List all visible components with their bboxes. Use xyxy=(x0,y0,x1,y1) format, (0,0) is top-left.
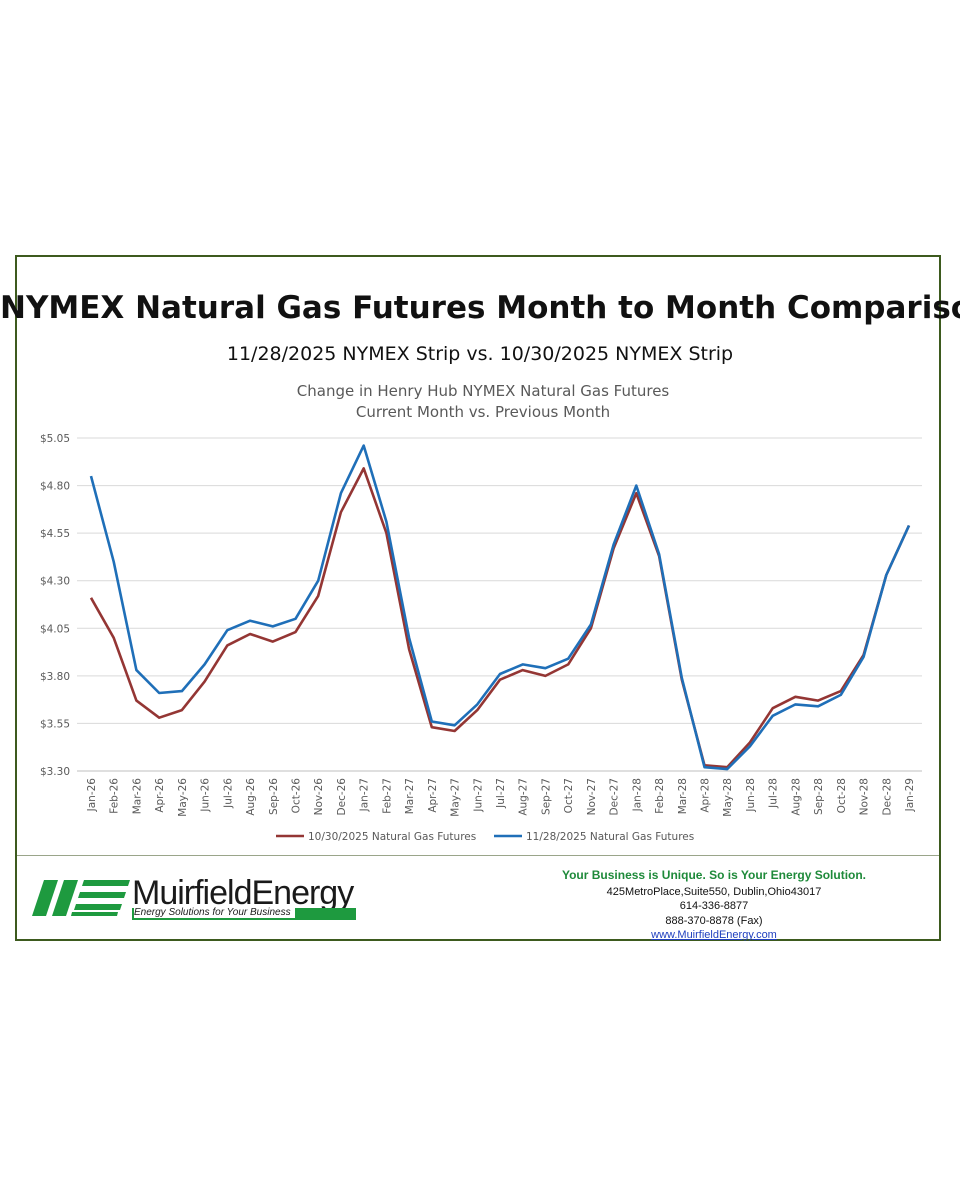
x-tick-label: May-28 xyxy=(722,778,734,817)
page-subtitle: 11/28/2025 NYMEX Strip vs. 10/30/2025 NY… xyxy=(226,343,734,365)
y-tick-label: $4.05 xyxy=(40,623,70,635)
x-tick-label: Jan-26 xyxy=(86,778,98,813)
y-tick-label: $3.80 xyxy=(40,671,70,683)
x-tick-label: Jun-26 xyxy=(200,778,212,813)
legend-label: 11/28/2025 Natural Gas Futures xyxy=(526,831,694,843)
x-tick-label: Aug-27 xyxy=(518,778,530,816)
logo-mark-icon xyxy=(32,880,130,916)
x-tick-label: Mar-28 xyxy=(677,778,689,814)
x-tick-label: Jul-27 xyxy=(495,778,507,809)
fax: 888-370-8878 (Fax) xyxy=(665,914,763,927)
x-tick-label: May-27 xyxy=(450,778,462,817)
x-tick-label: Feb-27 xyxy=(381,778,393,814)
x-tick-label: Jan-29 xyxy=(904,778,916,812)
y-tick-label: $3.30 xyxy=(40,766,70,778)
slogan: Your Business is Unique. So is Your Ener… xyxy=(561,868,867,882)
y-tick-label: $5.05 xyxy=(40,433,70,445)
contact-block: Your Business is Unique. So is Your Ener… xyxy=(560,868,868,943)
x-tick-label: Dec-27 xyxy=(609,778,621,815)
x-tick-label: Sep-26 xyxy=(268,778,280,815)
footer-divider xyxy=(17,855,939,856)
y-tick-label: $4.30 xyxy=(40,576,70,588)
legend-label: 10/30/2025 Natural Gas Futures xyxy=(308,831,476,843)
chart-title-block: Change in Henry Hub NYMEX Natural Gas Fu… xyxy=(0,381,960,423)
x-tick-label: Jun-28 xyxy=(745,778,757,813)
x-tick-label: Jul-28 xyxy=(768,778,780,809)
y-tick-label: $3.55 xyxy=(40,718,70,730)
logo-tagline-bar: Energy Solutions for Your Business xyxy=(132,907,356,920)
y-tick-label: $4.80 xyxy=(40,481,70,493)
x-tick-label: Aug-26 xyxy=(245,778,257,816)
address: 425MetroPlace,Suite550, Dublin,Ohio43017 xyxy=(606,885,822,898)
page-title: NYMEX Natural Gas Futures Month to Month… xyxy=(0,290,960,326)
x-tick-label: Oct-26 xyxy=(291,778,303,814)
x-tick-label: Sep-28 xyxy=(813,778,825,815)
x-tick-label: Mar-26 xyxy=(131,778,143,815)
x-tick-label: Feb-28 xyxy=(654,778,666,814)
x-tick-label: Jun-27 xyxy=(472,778,484,813)
chart-subtitle: Current Month vs. Previous Month xyxy=(355,403,611,421)
logo-name: MuirfieldEnergy xyxy=(132,874,354,912)
phone: 614-336-8877 xyxy=(679,900,749,912)
series-line-nov xyxy=(89,444,911,771)
series-line-oct xyxy=(89,467,911,769)
x-tick-label: Jan-28 xyxy=(631,778,643,812)
company-logo: MuirfieldEnergy Energy Solutions for You… xyxy=(32,874,372,922)
x-tick-label: Apr-28 xyxy=(700,778,712,813)
report-frame xyxy=(15,255,941,941)
x-tick-label: Oct-28 xyxy=(836,778,848,813)
x-tick-label: Apr-26 xyxy=(154,778,166,813)
line-chart: $5.05 $4.80 $4.55 $4.30 $4.05 $3.80 $3.55 $3.30… xyxy=(40,433,922,843)
x-tick-label: Nov-27 xyxy=(586,778,598,815)
website-link[interactable]: www.MuirfieldEnergy.com xyxy=(651,929,777,941)
x-tick-label: Nov-28 xyxy=(859,778,871,815)
x-tick-label: Jan-27 xyxy=(359,778,371,812)
x-tick-label: Mar-27 xyxy=(404,778,416,814)
x-tick-label: Feb-26 xyxy=(109,778,121,814)
x-tick-label: Dec-26 xyxy=(336,778,348,816)
x-tick-label: Nov-26 xyxy=(313,778,325,816)
x-tick-label: Dec-28 xyxy=(881,778,893,815)
x-tick-label: Aug-28 xyxy=(790,778,802,816)
x-tick-label: Apr-27 xyxy=(427,778,439,813)
logo-tagline: Energy Solutions for Your Business xyxy=(134,907,295,918)
chart-title: Change in Henry Hub NYMEX Natural Gas Fu… xyxy=(296,382,670,400)
x-tick-label: May-26 xyxy=(177,778,189,817)
x-tick-label: Oct-27 xyxy=(563,778,575,813)
x-tick-label: Jul-26 xyxy=(222,778,234,809)
y-tick-label: $4.55 xyxy=(40,528,70,540)
x-tick-label: Sep-27 xyxy=(540,778,552,815)
